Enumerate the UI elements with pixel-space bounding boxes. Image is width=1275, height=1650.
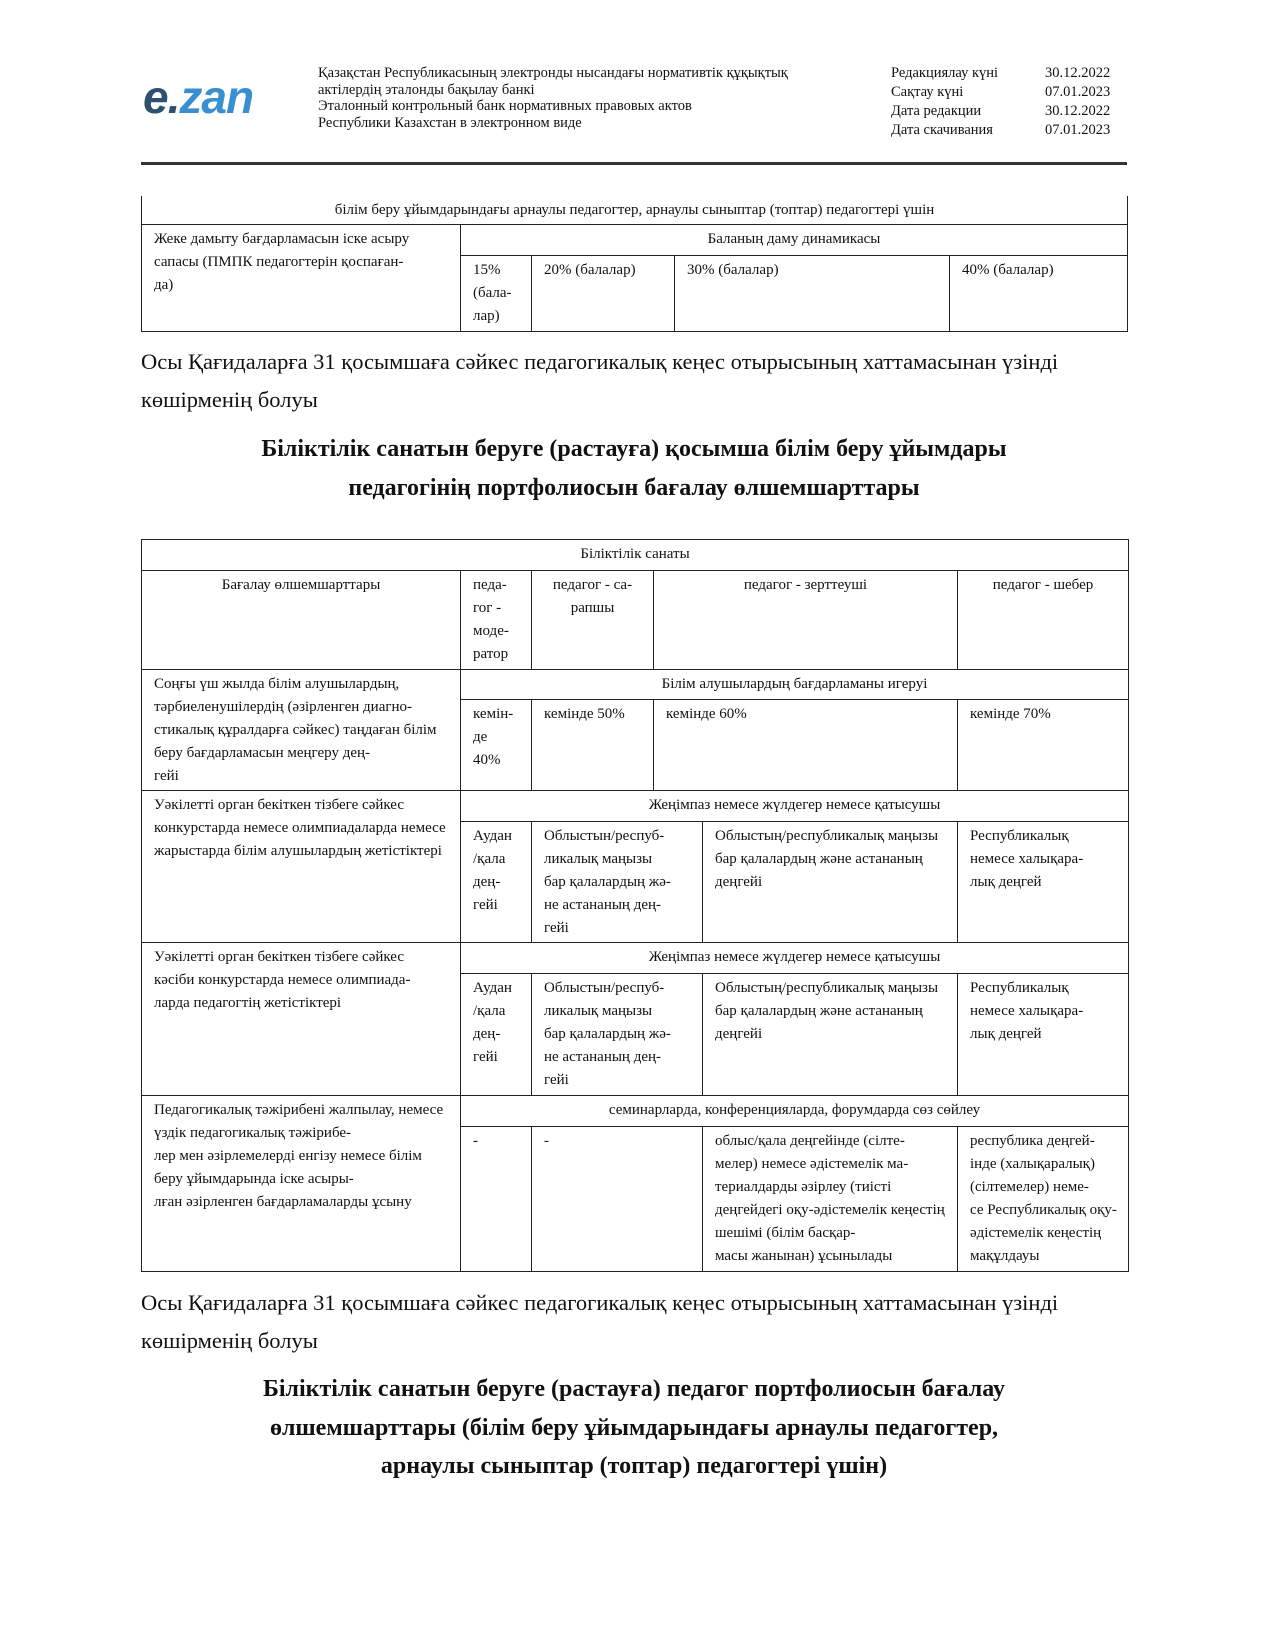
paragraph: Осы Қағидаларға 31 қосымшаға сәйкес педа… (141, 349, 1059, 412)
criterion-cell: Уәкілетті орган бекіткен тізбеге сәйкес … (141, 790, 461, 943)
criterion-cell: Педагогикалық тәжірибені жалпылау, немес… (141, 1095, 461, 1272)
meta-value: 07.01.2023 (1045, 84, 1111, 100)
portfolio-criteria-table: Біліктілік санаты Бағалау өлшемшарттары … (140, 539, 1130, 1272)
level-header: педа- гог - моде- ратор (460, 570, 532, 670)
group-header-cell: Жеңімпаз немесе жүлдегер немесе қатысушы (459, 790, 1130, 822)
meta-label: Сақтау күні (891, 84, 964, 100)
section-heading: Біліктілік санатын беруге (растауға) пед… (262, 1376, 1006, 1479)
value-cell: Республикалық немесе халықара- лық деңге… (956, 973, 1130, 1096)
ezan-logo: e.zan (143, 71, 254, 123)
header-divider (141, 162, 1127, 165)
header-line: Қазақстан Республикасының электронды ныс… (318, 65, 788, 81)
meta-label: Редакциялау күні (891, 65, 999, 81)
level-header: педагог - са- рапшы (531, 570, 654, 670)
criterion-cell: Уәкілетті орган бекіткен тізбеге сәйкес … (141, 942, 461, 1096)
header-meta: Редакциялау күні 30.12.2022 Сақтау күні 07… (891, 64, 1110, 140)
value-cell: кемінде 70% (956, 699, 1130, 791)
meta-value: 30.12.2022 (1045, 65, 1111, 81)
value-cell: Аудан /қала дең- гейі (460, 973, 532, 1096)
criterion-cell: Соңғы үш жылда білім алушылардың, тәрбие… (141, 669, 461, 791)
value-cell: кемін- де 40% (460, 699, 532, 791)
level-header: педагог - шебер (956, 570, 1130, 670)
value-cell: Республикалық немесе халықара- лық деңге… (956, 821, 1130, 943)
value-cell: кемінде 60% (653, 699, 958, 791)
category-header: Біліктілік санаты (140, 539, 1130, 571)
value-cell: 30% (балалар) (674, 255, 950, 332)
value-cell: - (531, 1126, 703, 1272)
criterion-cell: Жеке дамыту бағдарламасын іске асыру сап… (141, 224, 461, 332)
meta-value: 07.01.2023 (1045, 122, 1111, 138)
value-cell: Аудан /қала дең- гейі (460, 821, 532, 943)
table-caption-row: білім беру ұйымдарындағы арнаулы педагог… (140, 196, 1129, 225)
value-cell: Облыстың/республикалық маңызы бар қалала… (702, 973, 958, 1096)
paragraph: Осы Қағидаларға 31 қосымшаға сәйкес педа… (141, 1290, 1059, 1353)
meta-row: Дата скачивания 07.01.2023 (891, 121, 1110, 140)
value-cell: облыс/қала деңгейінде (сілте- мелер) нем… (702, 1126, 958, 1272)
value-cell: Облыстын/респуб- ликалық маңызы бар қала… (531, 821, 703, 943)
value-cell: Облыстын/респуб- ликалық маңызы бар қала… (531, 973, 703, 1096)
header-line: актілердің эталонды бақылау банкі (318, 81, 535, 98)
header-line: Республики Казахстан в электронном виде (318, 114, 582, 131)
criteria-header: Бағалау өлшемшарттары (141, 570, 461, 670)
value-cell: республика деңгей- інде (халықаралық) (с… (956, 1126, 1130, 1272)
meta-label: Дата скачивания (891, 122, 993, 138)
group-header-cell: семинарларда, конференцияларда, форумдар… (459, 1095, 1130, 1127)
section-heading: Біліктілік санатын беруге (растауға) қос… (261, 436, 1007, 501)
meta-label: Дата редакции (891, 103, 982, 119)
value-cell: Облыстың/республикалық маңызы бар қалала… (702, 821, 958, 943)
header-line: Эталонный контрольный банк нормативных п… (318, 98, 692, 114)
group-header-cell: Жеңімпаз немесе жүлдегер немесе қатысушы (459, 942, 1130, 974)
value-cell: кемінде 50% (531, 699, 654, 791)
header-description: Қазақстан Республикасының электронды ныс… (318, 65, 788, 131)
value-cell: 40% (балалар) (948, 255, 1129, 332)
value-cell: - (460, 1126, 532, 1272)
group-header-cell: Баланың даму динамикасы (459, 224, 1129, 256)
level-header: педагог - зерттеуші (653, 570, 958, 670)
meta-value: 30.12.2022 (1045, 103, 1111, 119)
meta-row: Редакциялау күні 30.12.2022 (891, 64, 1110, 83)
criteria-table-continued: білім беру ұйымдарындағы арнаулы педагог… (140, 196, 1129, 332)
value-cell: 20% (балалар) (531, 255, 675, 332)
meta-row: Дата редакции 30.12.2022 (891, 102, 1110, 121)
group-header-cell: Білім алушылардың бағдарламаны игеруі (459, 669, 1130, 700)
meta-row: Сақтау күні 07.01.2023 (891, 83, 1110, 102)
value-cell: 15% (бала- лар) (460, 255, 532, 332)
